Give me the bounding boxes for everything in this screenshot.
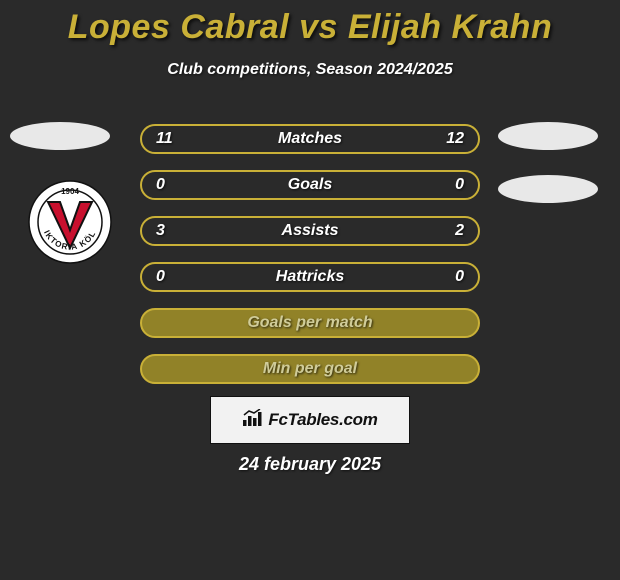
stat-right-value: 0 bbox=[424, 176, 464, 194]
chart-icon bbox=[242, 409, 264, 432]
stat-left-value: 0 bbox=[156, 268, 196, 286]
subtitle: Club competitions, Season 2024/2025 bbox=[0, 61, 620, 79]
fctables-badge: FcTables.com bbox=[210, 396, 410, 444]
player-right-ellipse-1 bbox=[498, 122, 598, 150]
player-left-ellipse bbox=[10, 122, 110, 150]
stat-row-min-per-goal: Min per goal bbox=[140, 354, 480, 384]
stat-row-matches: 11 Matches 12 bbox=[140, 124, 480, 154]
stat-label: Min per goal bbox=[263, 360, 357, 378]
stat-row-assists: 3 Assists 2 bbox=[140, 216, 480, 246]
stat-left-value: 0 bbox=[156, 176, 196, 194]
fctables-text: FcTables.com bbox=[268, 410, 377, 430]
stat-label: Goals bbox=[288, 176, 332, 194]
stat-label: Hattricks bbox=[276, 268, 344, 286]
date-label: 24 february 2025 bbox=[0, 454, 620, 475]
stat-left-value: 11 bbox=[156, 130, 196, 148]
stat-right-value: 2 bbox=[424, 222, 464, 240]
stat-left-value: 3 bbox=[156, 222, 196, 240]
stat-row-hattricks: 0 Hattricks 0 bbox=[140, 262, 480, 292]
stat-label: Goals per match bbox=[247, 314, 372, 332]
stats-table: 11 Matches 12 0 Goals 0 3 Assists 2 0 Hattricks 0 Go… bbox=[140, 124, 480, 400]
svg-text:1904: 1904 bbox=[61, 187, 79, 196]
page-title: Lopes Cabral vs Elijah Krahn bbox=[0, 0, 620, 47]
stat-label: Assists bbox=[282, 222, 339, 240]
stat-row-goals-per-match: Goals per match bbox=[140, 308, 480, 338]
stat-right-value: 12 bbox=[424, 130, 464, 148]
club-logo-left: 1904 VIKTORIA KÖLN bbox=[28, 180, 112, 264]
stat-right-value: 0 bbox=[424, 268, 464, 286]
stat-label: Matches bbox=[278, 130, 342, 148]
player-right-ellipse-2 bbox=[498, 175, 598, 203]
stat-row-goals: 0 Goals 0 bbox=[140, 170, 480, 200]
